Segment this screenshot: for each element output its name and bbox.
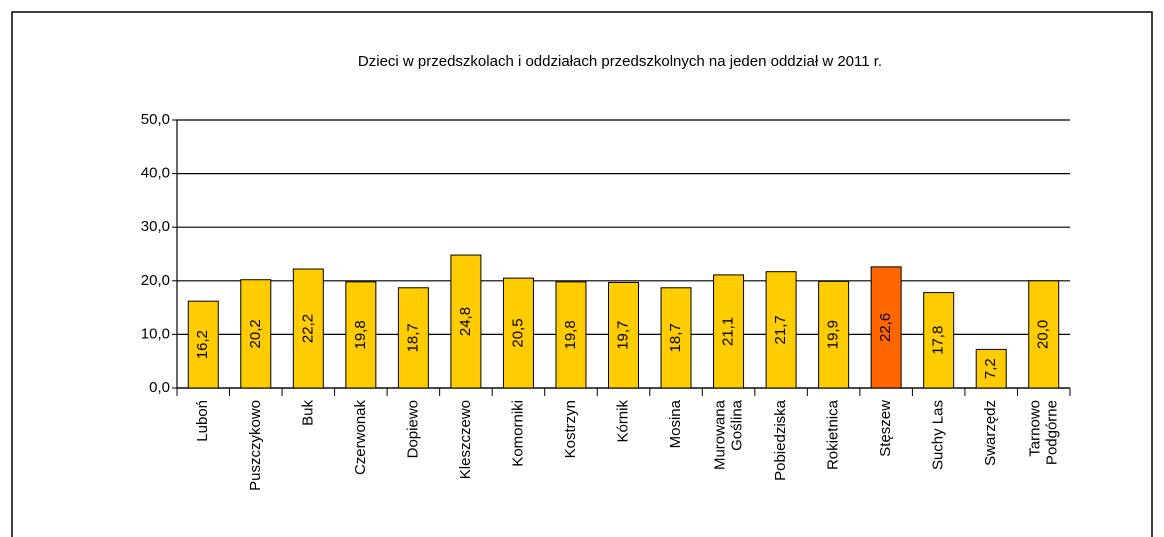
bar [818,280,850,389]
value-label: 7,2 [982,358,999,379]
value-label: 22,6 [877,313,894,342]
value-label: 22,2 [299,314,316,343]
x-tick-label: Pobiedziska [772,399,789,481]
bar [765,271,797,389]
y-tick-label: 50,0 [141,111,170,128]
value-label: 20,0 [1035,320,1052,349]
y-tick-label: 30,0 [141,218,170,235]
x-tick-label: Mosina [667,399,684,448]
value-label: 19,9 [825,320,842,349]
bar [450,254,482,389]
value-label: 24,8 [457,307,474,336]
x-tick-label: Czerwonak [352,400,369,476]
value-label: 18,7 [667,323,684,352]
frame [11,11,1153,537]
x-tick-label: Suchy Las [930,400,947,470]
x-tick-label: Kostrzyn [562,400,579,458]
x-tick-label: Swarzędz [982,400,999,466]
x-tick-label: Rokietnica [825,399,842,470]
x-tick-label: TarnowoPodgórne [1027,400,1061,465]
bar [608,281,639,389]
x-tick-label: Komorniki [509,400,526,467]
value-label: 19,8 [562,320,579,349]
x-tick-label: Kórnik [614,400,631,443]
value-label: 17,8 [930,326,947,355]
bar [345,281,377,389]
y-tick-label: 40,0 [141,165,170,182]
bar [240,279,272,389]
x-tick-label: MurowanaGoślina [712,399,746,470]
value-label: 18,7 [404,323,421,352]
bar [502,277,534,389]
bar [187,300,219,389]
chart-title: Dzieci w przedszkolach i oddziałach prze… [358,53,882,70]
x-tick-label: Luboń [194,400,211,442]
bar [713,274,745,389]
value-label: 21,7 [772,315,789,344]
value-label: 16,2 [194,330,211,359]
bar [292,268,324,389]
x-tick-label: Dopiewo [404,400,421,458]
bar [1028,280,1060,389]
y-tick-label: 0,0 [149,379,170,396]
value-label: 19,7 [614,321,631,350]
bar [397,287,429,389]
bar [870,266,902,389]
value-label: 21,1 [720,317,737,346]
value-label: 19,8 [352,320,369,349]
y-tick-label: 10,0 [141,325,170,342]
value-label: 20,2 [247,319,264,348]
y-tick-label: 20,0 [141,272,170,289]
x-tick-label: Buk [299,400,316,426]
x-tick-label: Puszczykowo [247,400,264,491]
bar [975,348,1007,389]
x-tick-label: Stęszew [877,400,894,457]
bar [555,281,587,389]
value-label: 20,5 [509,318,526,347]
bar [923,292,955,389]
bar [660,287,692,389]
x-tick-label: Kleszczewo [457,400,474,479]
